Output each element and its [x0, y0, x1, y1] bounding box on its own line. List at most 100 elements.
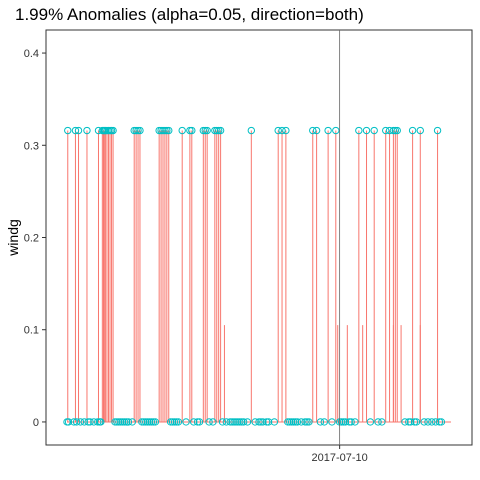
anomaly-point: [199, 126, 208, 135]
anomaly-point: [416, 126, 424, 135]
anomaly-point: [74, 126, 83, 135]
x-tick-label: 2017-07-10: [311, 452, 367, 464]
anomaly-point: [262, 418, 271, 426]
anomaly-point: [337, 418, 346, 426]
anomaly-point: [128, 418, 136, 426]
anomaly-point: [339, 418, 348, 426]
anomaly-point: [205, 418, 213, 426]
chart-title: 1.99% Anomalies (alpha=0.05, direction=b…: [15, 5, 364, 24]
anomaly-point: [312, 126, 321, 135]
anomaly-point: [435, 418, 444, 426]
anomaly-point: [161, 126, 169, 135]
anomaly-point: [278, 126, 286, 135]
y-tick-label: 0.2: [24, 233, 39, 245]
anomaly-point: [309, 126, 317, 135]
anomaly-point: [186, 126, 194, 135]
series-lines: [67, 130, 451, 423]
anomaly-point: [117, 418, 125, 426]
anomaly-point: [120, 418, 129, 426]
anomaly-point: [405, 418, 413, 426]
anomaly-point: [115, 418, 123, 426]
anomaly-point: [420, 418, 428, 426]
anomaly-point: [109, 126, 117, 135]
y-tick-label: 0.4: [24, 48, 39, 60]
anomaly-point: [111, 418, 119, 426]
anomaly-point: [84, 418, 92, 426]
anomaly-point: [132, 126, 140, 135]
anomaly-point: [159, 126, 167, 135]
x-axis: 2017-07-10: [311, 445, 368, 464]
anomaly-point: [113, 418, 121, 426]
anomaly-point: [168, 418, 177, 426]
anomaly-point: [366, 418, 375, 426]
anomaly-point: [286, 418, 294, 426]
anomaly-point: [431, 418, 440, 426]
anomaly-point: [433, 126, 442, 135]
anomaly-point: [332, 126, 340, 135]
y-tick-label: 0.1: [24, 325, 39, 337]
anomaly-point: [284, 418, 292, 426]
anomaly-point: [203, 126, 211, 135]
anomaly-point: [236, 418, 244, 426]
anomaly-point: [239, 418, 248, 426]
anomaly-point: [209, 418, 217, 426]
anomaly-point: [293, 418, 302, 426]
anomaly-point: [214, 126, 223, 135]
anomaly-point: [374, 418, 382, 426]
anomaly-point: [389, 126, 398, 135]
anomaly-point: [72, 418, 81, 426]
anomaly-point: [291, 418, 300, 426]
anomaly-point: [382, 126, 390, 135]
anomaly-point: [305, 418, 313, 426]
anomaly-point: [341, 418, 350, 426]
series-points: [63, 126, 446, 426]
anomaly-point: [213, 126, 221, 135]
anomaly-point: [255, 418, 263, 426]
anomaly-point: [303, 418, 311, 426]
anomaly-point: [328, 418, 336, 426]
anomaly-point: [145, 418, 154, 426]
anomaly-point: [143, 418, 152, 426]
anomaly-point: [64, 418, 73, 426]
anomaly-point: [124, 418, 133, 426]
anomaly-point: [428, 418, 436, 426]
anomaly-point: [243, 418, 252, 426]
anomaly-point: [234, 418, 242, 426]
anomaly-point: [228, 418, 236, 426]
anomaly-point: [182, 418, 190, 426]
anomaly-point: [147, 418, 156, 426]
anomaly-point: [122, 418, 131, 426]
anomaly-point: [174, 418, 183, 426]
anomaly-point: [90, 418, 98, 426]
y-axis-title: windg: [5, 219, 21, 257]
anomaly-point: [351, 418, 359, 426]
y-axis: 0 0.1 0.2 0.3 0.4: [24, 48, 46, 429]
anomaly-point: [80, 418, 88, 426]
anomaly-point: [172, 418, 181, 426]
y-tick-label: 0: [33, 417, 39, 429]
anomaly-point: [71, 126, 80, 135]
anomaly-point: [274, 126, 282, 135]
anomaly-point: [393, 126, 401, 135]
anomaly-point: [130, 126, 138, 135]
anomaly-point: [188, 126, 196, 135]
anomaly-point: [76, 418, 85, 426]
anomaly-point: [401, 418, 409, 426]
anomaly-point: [259, 418, 267, 426]
anomaly-point: [362, 126, 371, 135]
anomaly-point: [324, 126, 332, 135]
anomaly-point: [345, 418, 353, 426]
anomaly-point: [149, 418, 158, 426]
anomaly-point: [190, 418, 198, 426]
anomaly-point: [157, 126, 165, 135]
anomaly-point: [218, 418, 227, 426]
anomaly-point: [226, 418, 234, 426]
anomaly-point: [97, 418, 105, 426]
anomaly-point: [140, 418, 148, 426]
anomaly-point: [297, 418, 305, 426]
anomaly-point: [155, 126, 163, 135]
anomaly-point: [287, 418, 296, 426]
anomaly-point: [391, 126, 400, 135]
anomaly-point: [410, 418, 419, 426]
